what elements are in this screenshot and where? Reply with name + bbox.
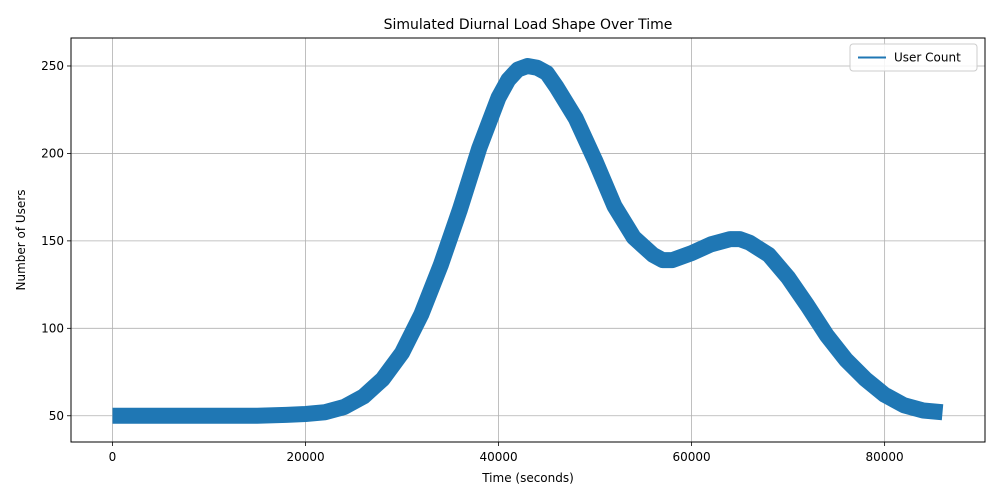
chart-title: Simulated Diurnal Load Shape Over Time [384,17,673,33]
x-tick-label: 80000 [866,450,904,464]
x-axis-label: Time (seconds) [481,471,574,485]
y-tick-label: 100 [41,321,64,335]
series-layer [112,57,944,424]
x-tick-label: 60000 [672,450,710,464]
x-tick-label: 0 [109,450,117,464]
y-tick-label: 250 [41,59,64,73]
x-tick-label: 40000 [479,450,517,464]
plot-frame [70,37,986,443]
legend-entry-user-count: User Count [894,51,961,65]
x-tick-label: 20000 [286,450,324,464]
y-axis-label: Number of Users [14,189,28,290]
legend-box [849,43,978,72]
y-tick-label: 150 [41,234,64,248]
legend: User Count [849,43,978,72]
y-tick-label: 200 [41,146,64,160]
axis-ticks: 0 20000 40000 60000 80000 50 100 150 200 250 [41,59,904,464]
y-tick-label: 50 [49,409,64,423]
series-line-user-count [112,57,944,424]
